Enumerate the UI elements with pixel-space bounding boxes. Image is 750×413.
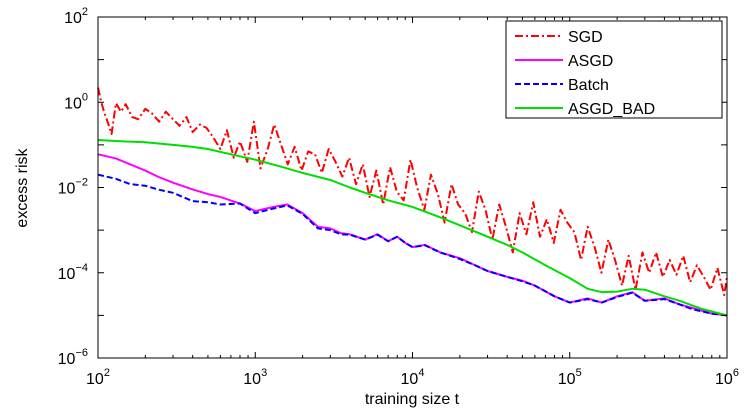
y-tick-exponent: 0 bbox=[82, 91, 88, 103]
x-tick-label: 102 bbox=[86, 367, 110, 388]
series-line-batch bbox=[98, 175, 727, 316]
y-tick-exponent: 2 bbox=[82, 6, 88, 18]
y-tick-label: 10−6 bbox=[58, 347, 88, 368]
x-axis-label: training size t bbox=[365, 391, 460, 408]
y-tick-exponent: −4 bbox=[75, 262, 88, 274]
x-tick-label: 103 bbox=[243, 367, 267, 388]
x-tick-exponent: 4 bbox=[418, 367, 424, 379]
x-tick-exponent: 6 bbox=[733, 367, 739, 379]
x-tick-label: 105 bbox=[558, 367, 582, 388]
y-tick-exponent: −6 bbox=[75, 347, 88, 359]
y-tick-label: 100 bbox=[64, 91, 88, 112]
series-layer bbox=[98, 88, 727, 316]
y-tick-label: 10−2 bbox=[58, 177, 88, 198]
y-tick-label: 102 bbox=[64, 6, 88, 27]
legend-label: SGD bbox=[568, 29, 603, 46]
x-tick-exponent: 2 bbox=[104, 367, 110, 379]
series-line-asgd bbox=[98, 154, 727, 315]
y-tick-exponent: −2 bbox=[75, 177, 88, 189]
legend: SGD ASGD Batch ASGD_BAD bbox=[506, 21, 722, 118]
x-tick-label: 104 bbox=[401, 367, 425, 388]
y-axis-label: excess risk bbox=[14, 147, 31, 227]
x-tick-exponent: 3 bbox=[261, 367, 267, 379]
legend-label: ASGD bbox=[568, 53, 613, 70]
x-tick-label: 106 bbox=[715, 367, 739, 388]
legend-label: Batch bbox=[568, 77, 609, 94]
x-tick-exponent: 5 bbox=[576, 367, 582, 379]
series-line-sgd bbox=[98, 88, 727, 295]
legend-label: ASGD_BAD bbox=[568, 101, 655, 118]
y-tick-label: 10−4 bbox=[58, 262, 88, 283]
